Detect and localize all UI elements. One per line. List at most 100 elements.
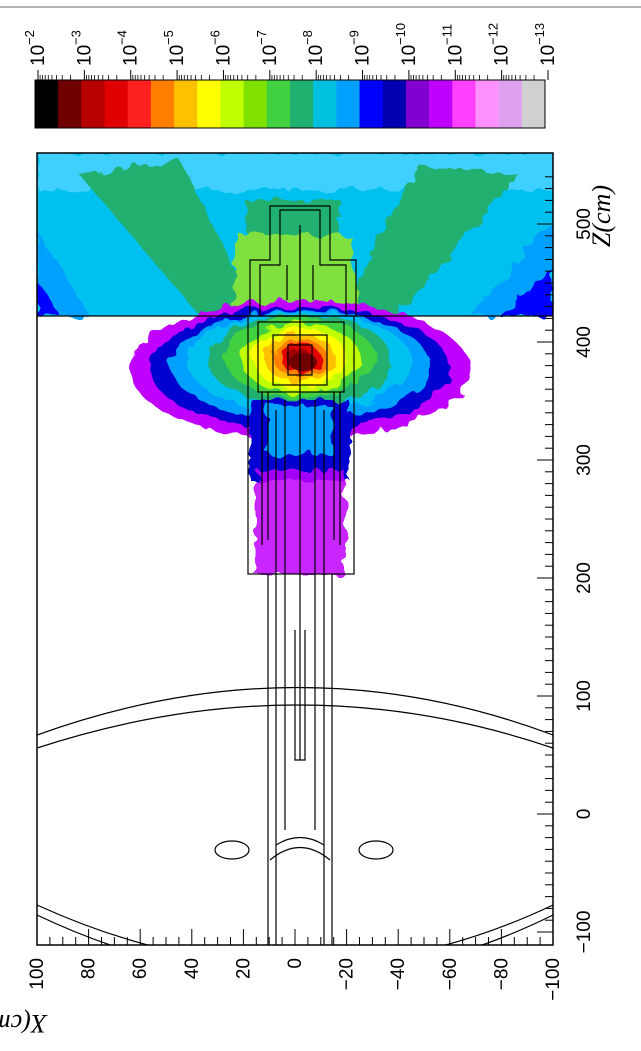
port-right	[358, 840, 394, 860]
color-scale-base: 10	[213, 45, 234, 66]
color-scale-label: 10−13	[532, 23, 559, 66]
port-left	[214, 840, 250, 860]
color-scale-block	[35, 80, 59, 128]
upper-region-bands	[37, 153, 553, 316]
color-scale-label: 10−11	[439, 24, 466, 66]
color-scale-block	[150, 80, 175, 128]
upper-housing	[249, 205, 357, 316]
color-scale-base: 10	[306, 45, 327, 66]
x-tick-label: 0	[285, 958, 306, 969]
color-scale-exponent: −9	[347, 30, 362, 45]
svg-text:0: 0	[285, 958, 306, 969]
geometry	[37, 205, 553, 945]
svg-text:100: 100	[27, 958, 48, 990]
color-scale-block	[58, 80, 82, 128]
vessel-shell-4	[37, 904, 553, 945]
band-green-fan-left	[80, 160, 258, 316]
plot-area	[36, 152, 554, 946]
color-scale: 10−210−310−410−510−610−710−810−910−1010−…	[22, 23, 559, 129]
x-tick-label: 100	[27, 958, 48, 990]
color-scale-block	[405, 80, 430, 128]
color-scale-base: 10	[74, 45, 95, 66]
x-tick-label: −100	[543, 958, 564, 1001]
svg-text:500: 500	[574, 208, 595, 240]
svg-text:20: 20	[233, 958, 254, 979]
color-scale-block	[220, 80, 245, 128]
axis-ticks	[36, 176, 554, 945]
z-axis-title: Z(cm)	[587, 185, 616, 247]
color-scale-exponent: −4	[115, 30, 130, 45]
color-scale-block	[359, 80, 384, 128]
color-scale-base: 10	[353, 45, 374, 66]
upper-housing-inner	[259, 209, 347, 316]
color-scale-label: 10−9	[347, 30, 374, 66]
color-scale-base: 10	[121, 45, 142, 66]
svg-text:100: 100	[574, 680, 595, 712]
x-tick-label: −40	[388, 958, 409, 990]
color-scale-block	[429, 80, 453, 128]
svg-text:−20: −20	[337, 958, 358, 990]
central-block-inner	[257, 321, 345, 393]
color-scale-label: 10−12	[486, 23, 513, 66]
svg-text:−80: −80	[491, 958, 512, 990]
color-scale-base: 10	[260, 45, 281, 66]
color-scale-block	[290, 80, 314, 128]
band-darkblue-right	[500, 270, 553, 316]
svg-text:60: 60	[130, 958, 151, 979]
color-scale-label: 10−8	[300, 30, 327, 66]
color-scale-label: 10−7	[254, 30, 281, 66]
band-lightgreen-center	[230, 235, 360, 316]
z-tick-label: 300	[574, 444, 595, 476]
x-tick-label: 80	[79, 958, 100, 979]
color-scale-exponent: −11	[439, 24, 454, 45]
z-tick-label: 0	[574, 809, 595, 820]
z-tick-label: 200	[574, 562, 595, 594]
x-tick-label: −20	[337, 958, 358, 990]
color-scale-exponent: −7	[254, 30, 269, 45]
svg-text:40: 40	[182, 958, 203, 979]
svg-text:200: 200	[574, 562, 595, 594]
color-scale-base: 10	[28, 45, 49, 66]
x-axis-tick-labels: 100 80 60 40 20 0 −20 −40 −60 −80 −100	[27, 958, 564, 1001]
color-scale-block	[498, 80, 523, 128]
svg-text:−40: −40	[388, 958, 409, 990]
x-tick-label: 40	[182, 958, 203, 979]
vessel-shell-2	[37, 704, 553, 749]
color-scale-block	[81, 80, 106, 128]
color-scale-exponent: −13	[532, 23, 547, 45]
color-scale-base: 10	[538, 45, 559, 66]
color-scale-block	[336, 80, 361, 128]
color-scale-exponent: −6	[207, 30, 222, 45]
color-scale-block	[243, 80, 268, 128]
color-scale-label: 10−3	[68, 30, 95, 66]
color-scale-block	[313, 80, 337, 128]
hot-core	[289, 353, 317, 371]
color-scale-block	[475, 80, 500, 128]
color-scale-label: 10−2	[22, 30, 49, 66]
color-scale-base: 10	[399, 45, 420, 66]
color-scale-block	[452, 80, 476, 128]
svg-text:300: 300	[574, 444, 595, 476]
color-scale-block	[266, 80, 291, 128]
color-scale-base: 10	[445, 45, 466, 66]
color-scale-exponent: −10	[393, 23, 408, 45]
color-scale-base: 10	[167, 45, 188, 66]
x-tick-label: −60	[440, 958, 461, 990]
color-scale-label: 10−5	[161, 30, 188, 66]
z-tick-label: 500	[574, 208, 595, 240]
color-scale-exponent: −3	[68, 30, 83, 45]
color-scale-exponent: −8	[300, 30, 315, 45]
band-blue-left	[37, 230, 90, 316]
vessel-shell-1	[37, 686, 553, 736]
z-tick-label: −100	[574, 911, 595, 954]
color-scale-block	[382, 80, 407, 128]
x-tick-label: 20	[233, 958, 254, 979]
color-scale-label: 10−6	[207, 30, 234, 66]
color-scale-label: 10−10	[393, 23, 420, 66]
central-block-outer	[247, 315, 355, 575]
color-scale-label: 10−4	[115, 30, 142, 66]
svg-text:400: 400	[574, 326, 595, 358]
color-scale-exponent: −5	[161, 30, 176, 45]
color-scale-block	[174, 80, 198, 128]
